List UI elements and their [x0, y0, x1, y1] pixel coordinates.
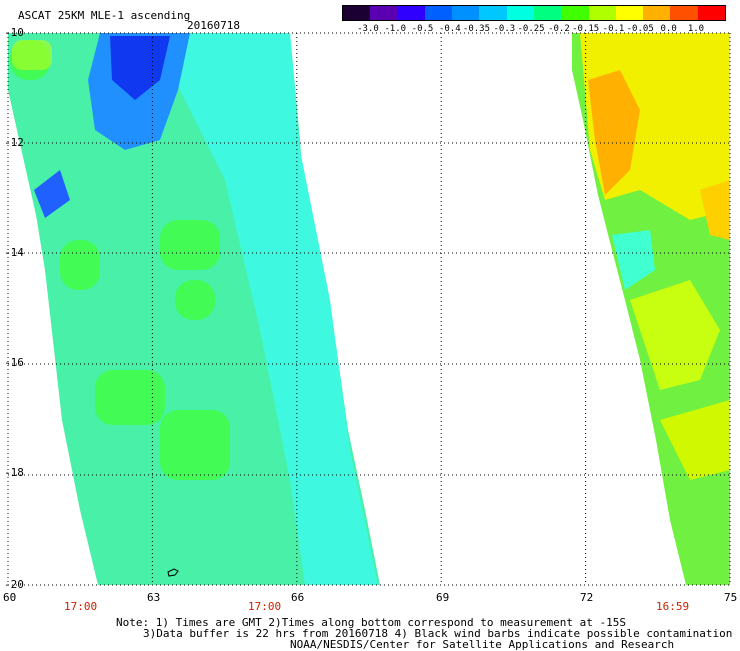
colorbar-tick-label: 0.0: [660, 24, 677, 34]
left-swath-yellow-patch: [12, 40, 52, 70]
colorbar-segment: [588, 6, 617, 20]
lon-label-60: 60: [3, 591, 17, 604]
left-swath-green-patch: [160, 410, 230, 480]
left-swath-green-patch: [60, 240, 100, 290]
left-swath-cyan-band: [160, 33, 378, 585]
colorbar-segment: [343, 6, 371, 20]
colorbar-tick-label: -0.3: [493, 24, 516, 34]
lat-label-12: -12: [4, 136, 24, 149]
map-date: 20160718: [187, 19, 240, 32]
scatterometer-swaths: [8, 33, 730, 585]
lat-label-20: -20: [4, 578, 24, 591]
lat-label-18: -18: [4, 466, 24, 479]
colorbar-tick-label: -0.4: [438, 24, 461, 34]
colorbar-tick-label: -0.1: [602, 24, 625, 34]
wind-barb-icon: [167, 568, 179, 577]
footer-credit: NOAA/NESDIS/Center for Satellite Applica…: [290, 638, 675, 651]
colorbar-tick-label: -3.0: [357, 24, 379, 34]
right-swath-yellowgreen-patch-2: [660, 400, 730, 480]
colorbar-segment: [506, 6, 535, 20]
lon-label-69: 69: [436, 591, 450, 604]
colorbar-segment: [697, 6, 726, 20]
colorbar-segment: [452, 6, 480, 20]
lon-label-75: 75: [724, 591, 738, 604]
time-label-right: 16:59: [656, 600, 690, 613]
colorbar-segment: [370, 6, 399, 20]
lon-label-63: 63: [147, 591, 161, 604]
colorbar-tick-label: 1.0: [687, 24, 705, 34]
colorbar-segment: [615, 6, 644, 20]
time-label-left: 17:00: [64, 600, 98, 613]
lat-label-10: -10: [4, 26, 24, 39]
colorbar-segment: [479, 6, 508, 20]
colorbar-tick-label: -0.35: [462, 24, 491, 34]
colorbar-tick-label: -0.2: [548, 24, 570, 34]
footer-note-1: Note: 1) Times are GMT 2)Times along bot…: [116, 616, 626, 629]
lon-label-72: 72: [580, 591, 594, 604]
right-swath-yellowgreen-patch: [630, 280, 720, 390]
lat-label-14: -14: [4, 246, 24, 259]
colorbar-segment: [670, 6, 699, 20]
footer-note-2: 3)Data buffer is 22 hrs from 20160718 4)…: [143, 627, 733, 640]
colorbar-segment: [424, 6, 453, 20]
left-swath-dark-blue-patch: [110, 36, 170, 100]
time-label-mid: 17:00: [248, 600, 282, 613]
map-title: ASCAT 25KM MLE-1 ascending: [18, 9, 191, 22]
left-swath-green-patch: [160, 220, 220, 270]
colorbar-tick-label: -0.5: [411, 24, 434, 34]
colorbar-segment: [561, 6, 590, 20]
left-swath-green-patch: [95, 370, 165, 425]
colorbar-segment: [397, 6, 426, 20]
colorbar-segment: [534, 6, 562, 20]
colorbar-segment: [643, 6, 671, 20]
lon-label-66: 66: [291, 591, 305, 604]
left-swath-blue-edge: [34, 170, 70, 218]
lat-label-16: -16: [4, 356, 24, 369]
colorbar-tick-label: -0.15: [572, 24, 600, 34]
colorbar-tick-label: -0.25: [517, 24, 545, 34]
right-swath-orange-edge: [700, 180, 730, 240]
lat-lon-grid: [7, 32, 731, 586]
left-swath-green-patch: [175, 280, 215, 320]
colorbar-tick-label: -1.0: [384, 24, 407, 34]
right-swath-orange-region: [588, 70, 640, 195]
right-swath-cyan-patch: [612, 230, 655, 290]
colorbar: [342, 5, 726, 21]
colorbar-tick-label: -0.05: [626, 24, 654, 34]
